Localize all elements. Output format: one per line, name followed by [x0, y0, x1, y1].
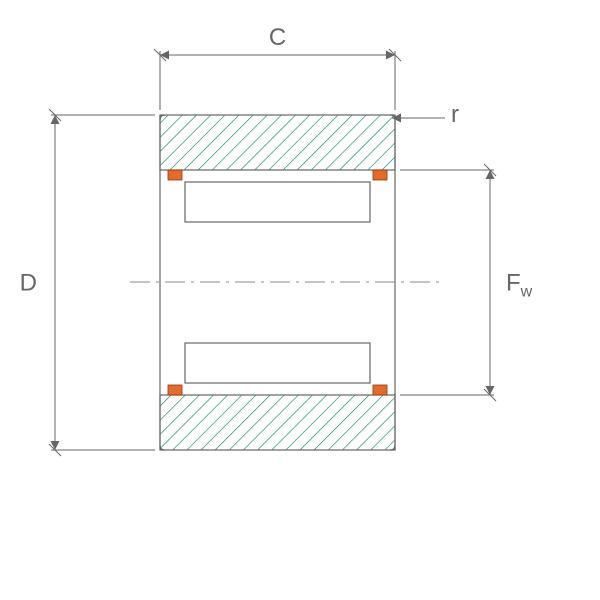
- seat-bl: [168, 385, 182, 395]
- label-fw: Fw: [506, 270, 533, 301]
- label-d: D: [20, 270, 37, 297]
- outer-ring-bottom: [160, 395, 395, 450]
- outer-ring-top: [160, 115, 395, 170]
- label-c: C: [269, 24, 286, 51]
- seat-tr: [373, 170, 387, 180]
- roller-bottom: [185, 343, 370, 383]
- roller-top: [185, 182, 370, 222]
- seat-tl: [168, 170, 182, 180]
- label-r: r: [451, 101, 459, 128]
- seat-br: [373, 385, 387, 395]
